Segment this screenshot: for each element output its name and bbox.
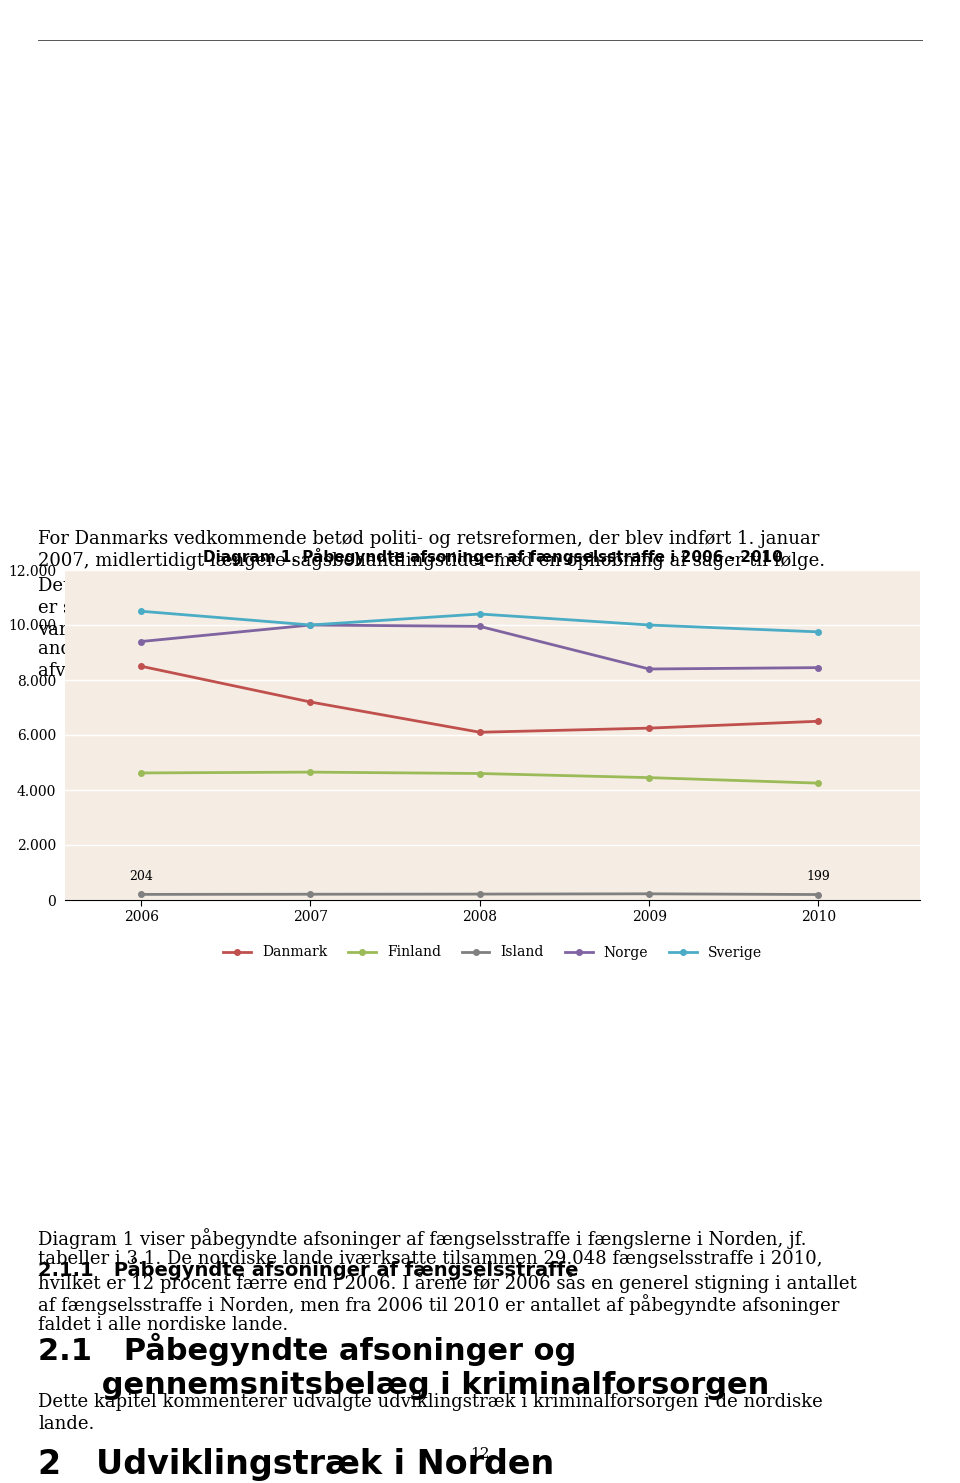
- Text: Dette kapitel kommenterer udvalgte udviklingstræk i kriminalforsorgen i de nordi: Dette kapitel kommenterer udvalgte udvik…: [38, 1393, 823, 1410]
- Text: 2007, midlertidigt længere sagsbehandlingstider med en ophobning af sager til fø: 2007, midlertidigt længere sagsbehandlin…: [38, 552, 826, 569]
- Legend: Danmark, Finland, Island, Norge, Sverige: Danmark, Finland, Island, Norge, Sverige: [217, 940, 768, 965]
- Text: 2.1.1   Påbegyndte afsoninger af fængselsstraffe: 2.1.1 Påbegyndte afsoninger af fængselss…: [38, 1258, 579, 1280]
- Text: afvikle venterkø medført, at der i 2007 var mere end 10.000 fængselsstraffe, der: afvikle venterkø medført, at der i 2007 …: [38, 661, 839, 681]
- Text: er siden steget lidt, men er dog stadig langt fra udgangspunktet i 2006, som ogs: er siden steget lidt, men er dog stadig …: [38, 596, 849, 617]
- Text: tabeller i 3.1. De nordiske lande iværksatte tilsammen 29.048 fængselsstraffe i : tabeller i 3.1. De nordiske lande iværks…: [38, 1250, 823, 1268]
- Title: Diagram 1. Påbegyndte afsoninger af fængselsstraffe i 2006 - 2010: Diagram 1. Påbegyndte afsoninger af fæng…: [203, 547, 782, 565]
- Text: faldet i alle nordiske lande.: faldet i alle nordiske lande.: [38, 1315, 288, 1335]
- Text: 199: 199: [806, 871, 830, 884]
- Text: 12: 12: [470, 1447, 490, 1461]
- Text: andet lempelser i lovgivningen om bødeforvandlingstraffe.  I Norge har arbejdet : andet lempelser i lovgivningen om bødefo…: [38, 641, 844, 658]
- Text: Dette medførte en nedgang i antallet af påbegyndte afsoninger i 2007 og 2008. Ti: Dette medførte en nedgang i antallet af …: [38, 574, 863, 595]
- Text: 2.1   Påbegyndte afsoninger og: 2.1 Påbegyndte afsoninger og: [38, 1333, 576, 1366]
- Text: 204: 204: [130, 871, 154, 884]
- Text: gennemsnitsbelæg i kriminalforsorgen: gennemsnitsbelæg i kriminalforsorgen: [38, 1370, 769, 1400]
- Text: lande.: lande.: [38, 1415, 94, 1433]
- Text: var påvirket af venterkøafviklingen i året forud. I Finland er faldet begrundet : var påvirket af venterkøafviklingen i år…: [38, 618, 825, 639]
- Text: Diagram 1 viser påbegyndte afsoninger af fængselsstraffe i fængslerne i Norden, : Diagram 1 viser påbegyndte afsoninger af…: [38, 1228, 806, 1249]
- Text: hvilket er 12 procent færre end i 2006. I årene før 2006 sås en generel stigning: hvilket er 12 procent færre end i 2006. …: [38, 1272, 856, 1293]
- Text: 2   Udviklingstræk i Norden: 2 Udviklingstræk i Norden: [38, 1447, 554, 1482]
- Text: af fængselsstraffe i Norden, men fra 2006 til 2010 er antallet af påbegyndte afs: af fængselsstraffe i Norden, men fra 200…: [38, 1295, 839, 1315]
- Text: For Danmarks vedkommende betød politi- og retsreformen, der blev indført 1. janu: For Danmarks vedkommende betød politi- o…: [38, 529, 820, 549]
